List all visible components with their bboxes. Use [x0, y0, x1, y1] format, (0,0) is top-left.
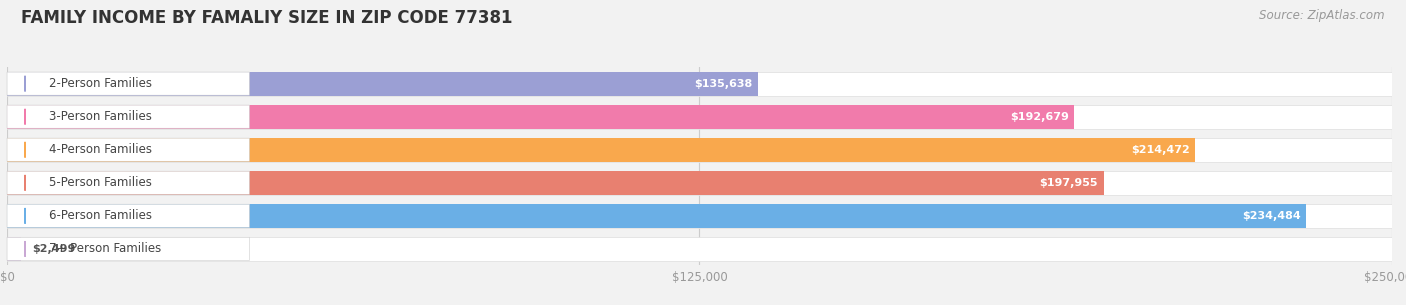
Text: $197,955: $197,955: [1039, 178, 1098, 188]
Bar: [7, 138, 1392, 162]
Text: 7+ Person Families: 7+ Person Families: [49, 242, 160, 255]
Text: 5-Person Families: 5-Person Families: [49, 176, 152, 189]
Text: $135,638: $135,638: [695, 79, 752, 89]
Text: $214,472: $214,472: [1130, 145, 1189, 155]
Bar: [7, 72, 1392, 95]
FancyBboxPatch shape: [7, 171, 249, 194]
FancyBboxPatch shape: [7, 204, 249, 227]
Bar: [7, 105, 1074, 129]
Bar: [7, 237, 21, 261]
Text: $192,679: $192,679: [1010, 112, 1069, 122]
Bar: [7, 237, 1392, 261]
Text: 6-Person Families: 6-Person Families: [49, 209, 152, 222]
Text: 2-Person Families: 2-Person Families: [49, 77, 152, 90]
Bar: [7, 204, 1392, 228]
FancyBboxPatch shape: [7, 72, 249, 95]
FancyBboxPatch shape: [7, 237, 249, 260]
FancyBboxPatch shape: [7, 105, 249, 128]
Text: $234,484: $234,484: [1241, 211, 1301, 221]
Text: 3-Person Families: 3-Person Families: [49, 110, 152, 123]
Text: Source: ZipAtlas.com: Source: ZipAtlas.com: [1260, 9, 1385, 22]
Text: FAMILY INCOME BY FAMALIY SIZE IN ZIP CODE 77381: FAMILY INCOME BY FAMALIY SIZE IN ZIP COD…: [21, 9, 513, 27]
Bar: [7, 171, 1392, 195]
FancyBboxPatch shape: [7, 138, 249, 161]
Bar: [7, 138, 1195, 162]
Text: 4-Person Families: 4-Person Families: [49, 143, 152, 156]
Bar: [7, 204, 1306, 228]
Bar: [7, 105, 1392, 129]
Bar: [7, 171, 1104, 195]
Bar: [7, 72, 758, 95]
Text: $2,499: $2,499: [32, 244, 76, 254]
